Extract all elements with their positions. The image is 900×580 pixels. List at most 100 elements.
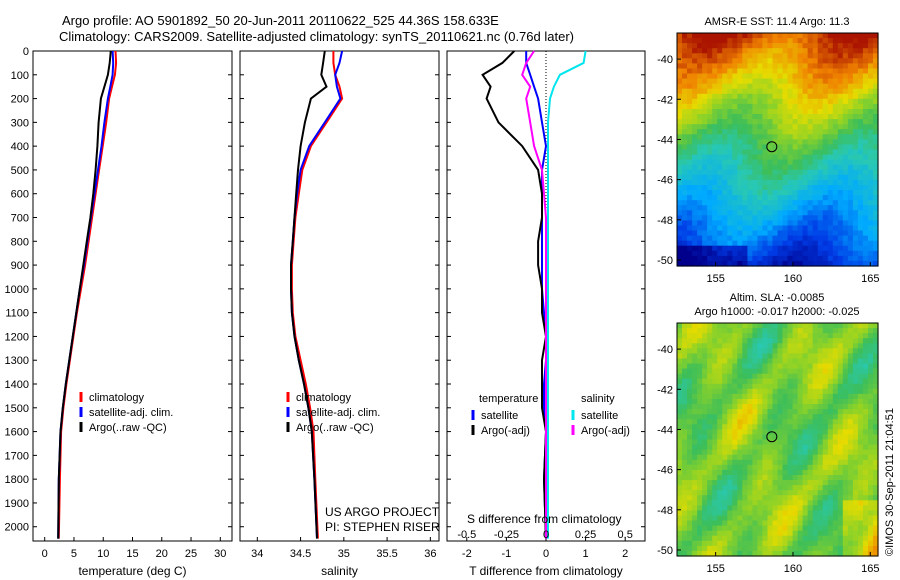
map-cell xyxy=(873,525,879,532)
map-cell xyxy=(812,454,819,461)
map-cell xyxy=(807,424,814,430)
map-cell xyxy=(777,343,784,349)
map-cell xyxy=(857,179,864,186)
map-cell xyxy=(812,98,819,105)
map-cell xyxy=(732,48,738,54)
map-cell xyxy=(707,185,713,191)
map-cell xyxy=(732,500,738,506)
map-cell xyxy=(747,323,753,329)
map-cell xyxy=(797,475,804,481)
map-cell xyxy=(847,358,854,365)
map-cell xyxy=(792,103,799,110)
map-cell xyxy=(792,83,799,90)
map-cell xyxy=(747,230,753,237)
map-cell xyxy=(787,129,794,135)
map-cell xyxy=(792,469,799,476)
map-cell xyxy=(712,73,718,80)
map-cell xyxy=(802,129,809,135)
map-cell xyxy=(687,58,693,64)
map-cell xyxy=(862,459,869,466)
map-cell xyxy=(697,515,703,522)
map-cell xyxy=(817,353,824,360)
map-cell xyxy=(857,510,864,517)
map-cell xyxy=(822,179,829,186)
map-cell xyxy=(722,368,728,375)
map-cell xyxy=(817,540,824,547)
map-cell xyxy=(692,378,698,385)
map-cell xyxy=(677,338,683,344)
map-cell xyxy=(802,505,809,511)
map-cell xyxy=(722,255,728,262)
map-cell xyxy=(682,109,688,115)
map-cell xyxy=(822,358,829,365)
map-cell xyxy=(677,464,683,471)
map-cell xyxy=(682,338,688,344)
map-cell xyxy=(842,68,849,75)
map-cell xyxy=(737,475,743,481)
map-cell xyxy=(832,38,839,44)
map-cell xyxy=(852,205,859,211)
map-cell xyxy=(873,444,879,451)
map-cell xyxy=(727,139,733,146)
map-cell xyxy=(752,33,758,39)
map-cell xyxy=(847,414,854,420)
map-cell xyxy=(812,485,819,491)
map-cell xyxy=(802,144,809,151)
map-cell xyxy=(747,210,753,216)
map-cell xyxy=(732,469,738,476)
map-cell xyxy=(697,475,703,481)
map-cell xyxy=(747,190,753,196)
map-cell xyxy=(682,378,688,385)
map-cell xyxy=(817,255,824,262)
map-cell xyxy=(837,38,844,44)
map-cell xyxy=(792,68,799,75)
map-cell xyxy=(742,424,748,430)
map-cell xyxy=(822,144,829,151)
map-cell xyxy=(712,250,718,257)
map-cell xyxy=(702,144,708,151)
map-cell xyxy=(802,333,809,339)
map-cell xyxy=(677,540,683,547)
map-cell xyxy=(868,119,874,125)
map-cell xyxy=(797,164,804,171)
map-cell xyxy=(732,545,738,552)
map-cell xyxy=(682,404,688,410)
map-cell xyxy=(702,255,708,262)
map-cell xyxy=(692,164,698,171)
map-cell xyxy=(817,383,824,390)
map-cell xyxy=(802,429,809,436)
map-cell xyxy=(712,93,718,100)
map-cell xyxy=(862,190,869,196)
map-cell xyxy=(797,119,804,125)
map-cell xyxy=(707,129,713,135)
map-cell xyxy=(782,43,789,49)
map-cell xyxy=(757,550,763,557)
map-cell xyxy=(702,169,708,176)
map-cell xyxy=(847,53,854,59)
map-cell xyxy=(737,205,743,211)
map-cell xyxy=(747,139,753,146)
map-cell xyxy=(822,383,829,390)
map-cell xyxy=(762,358,768,365)
map-cell xyxy=(832,414,839,420)
map-cell xyxy=(687,505,693,511)
map-cell xyxy=(712,459,718,466)
series-line-satellite xyxy=(525,51,548,539)
map-cell xyxy=(807,43,814,49)
map-cell xyxy=(847,119,854,125)
map-cell xyxy=(722,98,728,105)
map-cell xyxy=(767,393,774,400)
map-cell xyxy=(707,93,713,100)
map-cell xyxy=(747,490,753,496)
map-cell xyxy=(873,250,879,257)
map-cell xyxy=(817,475,824,481)
map-cell xyxy=(752,388,758,395)
map-cell xyxy=(707,490,713,496)
map-cell xyxy=(782,124,789,130)
map-cell xyxy=(777,409,784,415)
map-cell xyxy=(757,490,763,496)
map-cell xyxy=(797,333,804,339)
map-cell xyxy=(732,245,738,252)
map-cell xyxy=(682,124,688,130)
map-cell xyxy=(767,230,774,237)
